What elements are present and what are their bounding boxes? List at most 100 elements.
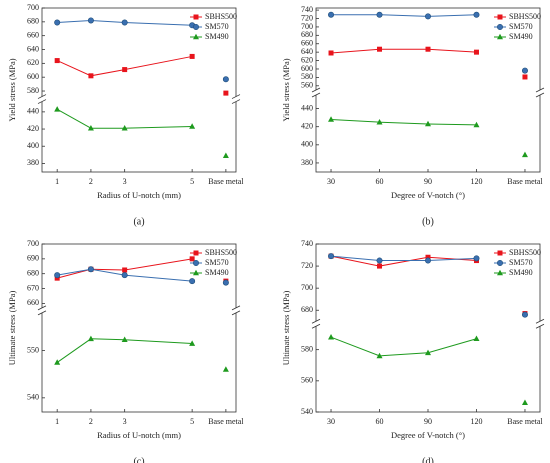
axis-break-mark xyxy=(37,305,47,311)
marker xyxy=(122,267,128,273)
marker xyxy=(54,272,61,279)
axis-break-gap xyxy=(40,307,44,313)
marker xyxy=(54,58,60,64)
panel-label: (d) xyxy=(422,456,434,463)
axis-break-mark xyxy=(37,94,47,99)
y-tick-label: 700 xyxy=(27,239,39,248)
y-tick-label: 620 xyxy=(27,58,39,67)
legend-label: SBHS500 xyxy=(205,248,237,257)
y-tick-label: 680 xyxy=(27,269,39,278)
axis-break-gap xyxy=(314,90,318,95)
y-tick-label: 690 xyxy=(27,254,39,263)
x-tick-label: 2 xyxy=(89,417,93,426)
x-axis-label: Radius of U-notch (mm) xyxy=(97,190,181,200)
marker xyxy=(376,257,383,264)
axis-break-mark xyxy=(37,310,47,316)
marker xyxy=(54,19,61,26)
series-line xyxy=(331,118,477,126)
plot-frame xyxy=(41,243,237,413)
y-axis-label: Ultimate stress (MPa) xyxy=(281,291,291,366)
marker xyxy=(473,255,480,262)
marker xyxy=(222,279,229,286)
legend-label: SM570 xyxy=(509,258,533,267)
x-tick-label: 90 xyxy=(424,177,432,186)
marker xyxy=(189,278,196,285)
x-tick-label: 2 xyxy=(89,177,93,186)
y-axis-label: Yield stress (MPa) xyxy=(281,58,291,121)
legend-marker xyxy=(497,250,503,256)
axis-break-gap xyxy=(40,96,44,102)
marker xyxy=(189,123,196,129)
y-tick-label: 640 xyxy=(301,47,313,56)
marker xyxy=(189,53,195,59)
legend-label: SM490 xyxy=(509,32,533,41)
y-tick-label: 580 xyxy=(301,344,313,353)
marker xyxy=(222,76,229,83)
axis-break-gap xyxy=(538,321,542,327)
axis-break-mark xyxy=(535,318,545,324)
marker xyxy=(121,272,128,279)
y-tick-label: 600 xyxy=(27,72,39,81)
panel-label: (b) xyxy=(422,216,434,227)
legend-label: SM490 xyxy=(509,268,533,277)
marker xyxy=(425,46,431,52)
marker xyxy=(87,124,94,131)
y-tick-label: 720 xyxy=(301,261,313,270)
marker xyxy=(376,118,383,125)
axis-break-gap xyxy=(538,90,542,95)
series-line xyxy=(330,48,477,54)
x-tick-label: 5 xyxy=(190,417,194,426)
marker xyxy=(376,11,383,18)
marker xyxy=(87,335,94,342)
series-line xyxy=(331,14,477,17)
marker xyxy=(189,256,195,262)
axis-break-mark xyxy=(37,99,47,104)
y-tick-label: 560 xyxy=(301,376,313,385)
legend-label: SBHS500 xyxy=(509,248,541,257)
axis-break-mark xyxy=(535,323,545,329)
marker xyxy=(473,11,480,18)
series-line xyxy=(330,255,477,262)
marker xyxy=(521,151,528,158)
y-tick-label: 560 xyxy=(301,81,313,90)
axis-break-mark xyxy=(311,318,321,324)
marker xyxy=(521,311,528,318)
y-axis-label: Yield stress (MPa) xyxy=(7,58,17,121)
legend-marker xyxy=(193,250,199,256)
x-tick-label: 3 xyxy=(123,417,127,426)
x-tick-label: 60 xyxy=(376,177,384,186)
axis-break-mark xyxy=(311,87,321,93)
legend-marker xyxy=(193,33,199,40)
x-tick-label: 120 xyxy=(470,417,482,426)
y-tick-label: 720 xyxy=(301,13,313,22)
series-line xyxy=(330,336,477,357)
y-tick-label: 700 xyxy=(27,3,39,12)
legend-marker xyxy=(193,23,200,30)
marker xyxy=(121,336,128,343)
marker xyxy=(522,74,528,80)
axis-break-gap xyxy=(234,96,238,102)
marker xyxy=(377,263,383,269)
y-tick-label: 580 xyxy=(301,72,313,81)
y-tick-label: 680 xyxy=(27,17,39,26)
legend-marker xyxy=(497,14,503,20)
series-line xyxy=(57,268,193,282)
marker xyxy=(376,352,383,359)
legend-marker xyxy=(193,259,200,266)
marker xyxy=(121,19,128,26)
plot-frame xyxy=(315,243,541,413)
y-tick-label: 380 xyxy=(27,158,39,167)
axis-break-gap xyxy=(234,307,238,313)
y-tick-label: 580 xyxy=(27,86,39,95)
marker xyxy=(54,359,61,365)
axis-break-mark xyxy=(231,310,241,316)
marker xyxy=(87,266,94,273)
x-tick-label: 3 xyxy=(123,177,127,186)
marker xyxy=(328,116,335,122)
marker xyxy=(121,124,128,131)
legend-label: SM570 xyxy=(509,22,533,31)
y-tick-label: 620 xyxy=(301,55,313,64)
y-tick-label: 400 xyxy=(27,141,39,150)
y-axis-label: Ultimate stress (MPa) xyxy=(7,291,17,366)
